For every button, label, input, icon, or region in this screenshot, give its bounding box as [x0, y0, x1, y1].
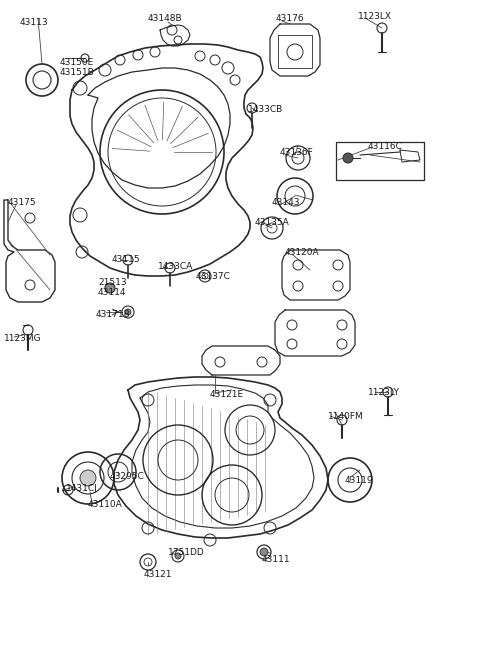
Text: 1751DD: 1751DD [168, 548, 205, 557]
Text: 43115: 43115 [112, 255, 141, 264]
Text: 43110A: 43110A [88, 500, 123, 509]
Text: 43121E: 43121E [210, 390, 244, 399]
Text: 43114: 43114 [98, 288, 127, 297]
Text: 43175: 43175 [8, 198, 36, 207]
Text: 1433CA: 1433CA [158, 262, 193, 271]
Text: 43113: 43113 [20, 18, 48, 27]
Text: 43121: 43121 [144, 570, 172, 579]
Text: 43295C: 43295C [110, 472, 145, 481]
Circle shape [105, 283, 115, 293]
Text: 1140FM: 1140FM [328, 412, 364, 421]
Text: 43143: 43143 [272, 198, 300, 207]
Text: 43151B: 43151B [60, 68, 95, 77]
Circle shape [260, 548, 268, 556]
Text: 43136F: 43136F [280, 148, 314, 157]
Text: 1433CB: 1433CB [248, 105, 283, 114]
Text: 21513: 21513 [98, 278, 127, 287]
Text: 43176: 43176 [276, 14, 305, 23]
Text: 43150E: 43150E [60, 58, 94, 67]
Text: 43171B: 43171B [96, 310, 131, 319]
Circle shape [343, 153, 353, 163]
Text: 1431CJ: 1431CJ [66, 484, 98, 493]
Text: 43148B: 43148B [148, 14, 182, 23]
Text: 43119: 43119 [345, 476, 373, 485]
Circle shape [175, 553, 181, 559]
Text: 1123LX: 1123LX [358, 12, 392, 21]
Text: 43116C: 43116C [368, 142, 403, 151]
Text: 1123LY: 1123LY [368, 388, 400, 397]
Text: 43135A: 43135A [255, 218, 290, 227]
Bar [336, 142, 424, 180]
Circle shape [125, 309, 131, 315]
Text: 43111: 43111 [262, 555, 290, 564]
Text: 43120A: 43120A [285, 248, 320, 257]
Text: 43137C: 43137C [196, 272, 231, 281]
Circle shape [80, 470, 96, 486]
Text: 1123MG: 1123MG [4, 334, 42, 343]
